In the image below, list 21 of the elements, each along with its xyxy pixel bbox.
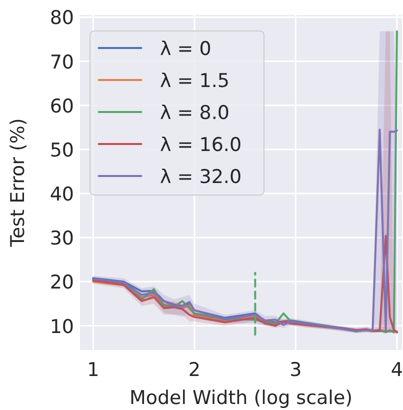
x-tick-label: 1 <box>87 359 100 381</box>
x-tick-label: 2 <box>188 359 200 381</box>
x-tick-label: 4 <box>390 359 403 381</box>
y-tick-label: 70 <box>50 51 74 74</box>
y-tick-label: 40 <box>50 184 74 206</box>
y-tick-label: 80 <box>50 7 74 30</box>
y-tick-label: 60 <box>50 95 74 118</box>
legend-label: λ = 32.0 <box>160 166 242 188</box>
line-series <box>92 234 398 334</box>
line-series <box>92 128 398 332</box>
legend-label: λ = 8.0 <box>160 102 230 124</box>
x-tick-label: 3 <box>290 359 302 381</box>
y-tick-label: 50 <box>50 139 74 162</box>
legend-label: λ = 1.5 <box>160 70 230 92</box>
y-tick-label: 10 <box>50 316 74 338</box>
legend-label: λ = 16.0 <box>160 134 242 156</box>
legend-label: λ = 0 <box>160 38 212 60</box>
y-tick-label: 20 <box>50 272 74 294</box>
y-axis-title: Test Error (%) <box>7 118 29 248</box>
y-tick-label: 30 <box>50 228 74 250</box>
x-axis-title: Model Width (log scale) <box>129 387 353 409</box>
